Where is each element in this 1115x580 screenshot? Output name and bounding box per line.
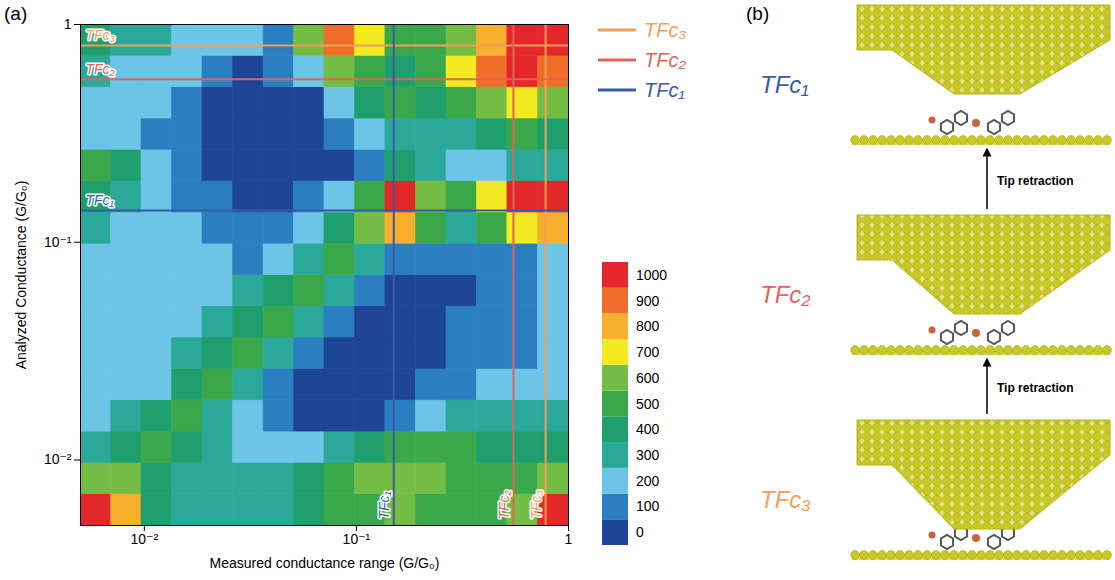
svg-text:200: 200	[636, 473, 660, 489]
svg-text:TFc₃: TFc₃	[528, 489, 544, 519]
svg-text:100: 100	[636, 498, 660, 514]
svg-text:TFc₃: TFc₃	[86, 27, 116, 43]
svg-text:1: 1	[565, 531, 573, 547]
svg-text:TFc₁: TFc₁	[760, 71, 809, 98]
svg-text:Tip retraction: Tip retraction	[997, 174, 1073, 188]
svg-text:Measured conductance range (G/: Measured conductance range (G/G₀)	[210, 555, 440, 571]
svg-text:(b): (b)	[746, 3, 769, 24]
svg-text:10⁻²: 10⁻²	[44, 451, 72, 467]
svg-text:300: 300	[636, 447, 660, 463]
svg-text:TFc₂: TFc₂	[86, 61, 116, 77]
svg-text:TFc₂: TFc₂	[496, 489, 512, 519]
svg-text:500: 500	[636, 396, 660, 412]
svg-text:TFc₂: TFc₂	[644, 49, 686, 71]
svg-text:10⁻¹: 10⁻¹	[343, 531, 371, 547]
svg-text:TFc₁: TFc₁	[86, 192, 115, 208]
svg-text:10⁻²: 10⁻²	[131, 531, 159, 547]
svg-text:0: 0	[636, 524, 644, 540]
svg-text:400: 400	[636, 421, 660, 437]
svg-text:Tip retraction: Tip retraction	[997, 381, 1073, 395]
svg-text:600: 600	[636, 370, 660, 386]
svg-text:900: 900	[636, 293, 660, 309]
svg-text:1: 1	[64, 16, 72, 32]
svg-text:TFc₁: TFc₁	[644, 79, 685, 101]
svg-text:(a): (a)	[4, 3, 27, 24]
svg-text:TFc₂: TFc₂	[760, 281, 810, 308]
svg-text:700: 700	[636, 344, 660, 360]
svg-text:Analyzed Conductance (G/G₀): Analyzed Conductance (G/G₀)	[13, 181, 29, 370]
svg-text:800: 800	[636, 318, 660, 334]
svg-text:TFc₃: TFc₃	[644, 19, 686, 41]
svg-text:10⁻¹: 10⁻¹	[44, 234, 72, 250]
svg-text:TFc₁: TFc₁	[376, 490, 392, 519]
svg-text:TFc₃: TFc₃	[760, 486, 811, 513]
svg-text:1000: 1000	[636, 267, 667, 283]
